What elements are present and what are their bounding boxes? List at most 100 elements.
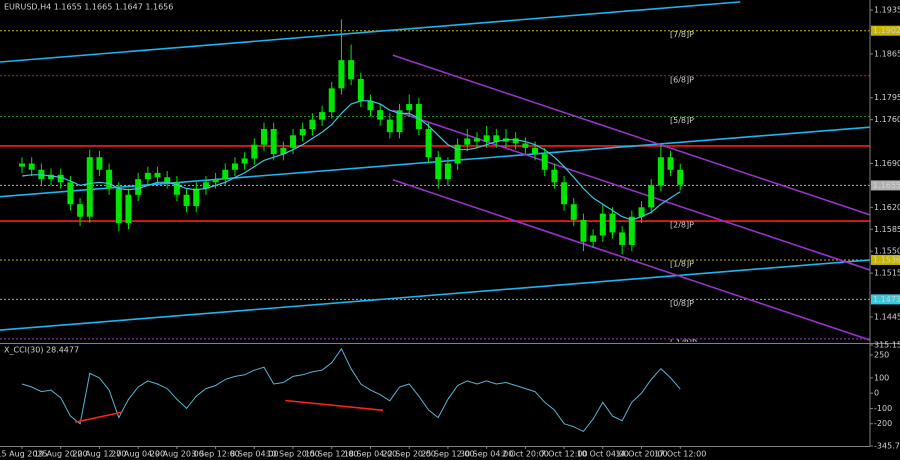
x-tick-label: 8 Sep 04:00 [230,450,278,459]
candle-body [28,163,35,170]
candle-body [67,182,74,205]
candle-body [135,179,142,195]
candle-body [193,188,200,207]
level-tag: [1/8]P [670,259,694,268]
level-tag: [-1/8]P [670,338,697,347]
y-tick-label: 1.1550 [874,247,900,256]
candle-body [396,110,403,133]
candle-body [406,103,413,111]
candle-body [222,169,229,180]
x-tick-label: 19 Aug 20:00 [34,450,88,459]
candle-body [454,144,461,164]
candle-body [241,158,248,164]
candle-body [280,147,287,155]
candle-body [328,88,335,113]
candle-body [154,172,161,178]
candle-body [435,157,442,180]
candle-body [309,119,316,130]
y-tick-label: -345.7545 [874,442,900,451]
x-tick-label: 25 Sep 12:00 [421,450,474,459]
price-panel: [7/8]P [6/8]P [5/8]P [2/8]P [1/8]P [0/8]P [-1/… [0,1,870,347]
candle-body [319,112,326,120]
candle-body [173,182,180,195]
y-tick-label: 1.1585 [874,225,900,234]
candle-body [425,129,432,158]
y-tick-label: 100 [874,373,889,382]
candle-body [386,119,393,133]
candle-body [261,129,267,145]
candle-body [415,103,422,130]
candle-body [648,185,655,208]
x-tick-label: 10 Sep 20:00 [266,450,319,459]
moving-average [21,100,681,221]
y-tick-label: 1.1935 [874,6,900,15]
candle-body [96,157,103,170]
x-tick-label: 3 Sep 12:00 [191,450,239,459]
x-tick-label: 15 Sep 12:00 [305,450,358,459]
x-tick-label: 14 Oct 20:00 [615,450,667,459]
candle-body [377,110,384,120]
candle-body [512,138,519,144]
y-tick-label: 1.1620 [874,203,900,212]
cci-panel [21,347,681,433]
candle-body [619,232,626,245]
candle-body [657,157,664,186]
candle-body [299,129,306,136]
candle-body [599,213,606,236]
trend-line [285,399,384,412]
trend-line [75,411,122,423]
chart-title: EURUSD,H4 1.1655 1.1665 1.1647 1.1656 [4,3,173,12]
y-tick-label: 1.1795 [874,93,900,102]
level-price-box [871,254,900,265]
candle-body [551,169,558,183]
candle-body [483,135,490,142]
candle-body [144,172,151,180]
candle-body [580,219,587,242]
x-tick-label: 29 Aug 20:00 [150,450,204,459]
level-tag: [6/8]P [670,75,694,84]
indicator-title: X_CCI(30) 28.4477 [4,346,79,355]
x-tick-label: 27 Aug 04:00 [111,450,165,459]
trend-line [0,126,870,198]
candle-body [522,143,529,148]
y-tick-label: 1.1445 [874,312,900,321]
candle-body [609,213,616,233]
y-tick-label: 0 [874,389,879,398]
level-price-label: 1.1473 [873,295,900,304]
x-tick-label: 10 Oct 04:00 [577,450,629,459]
candle-body [338,60,345,89]
candle-body [57,174,64,183]
level-price-box [871,294,900,305]
x-tick-label: 2 Oct 20:00 [502,450,549,459]
level-tag: [5/8]P [670,116,694,125]
candle-body [202,182,209,189]
trend-line [392,109,870,271]
candle-body [212,179,219,183]
candle-body [570,204,577,220]
y-tick-label: 1.1865 [874,49,900,58]
candle-body [290,135,297,148]
candle-body [164,177,171,183]
trend-line [0,1,741,63]
candle-body [106,169,113,189]
level-price-label: 1.1655 [873,181,900,190]
y-tick-label: 250 [874,350,889,359]
level-tag: [0/8]P [670,299,694,308]
y-tick-label: -100 [874,404,892,413]
level-tag: [2/8]P [670,221,694,230]
candle-body [444,163,451,180]
x-tick-label: 22 Aug 12:00 [72,450,126,459]
level-price-label: 1.1902 [873,26,900,35]
candle-body [628,216,635,245]
level-price-box [871,180,900,191]
candle-body [464,138,471,145]
level-price-label: 1.1536 [873,255,900,264]
x-tick-label: 30 Sep 04:00 [460,450,513,459]
candle-body [231,163,238,170]
trend-line [0,259,870,331]
candle-body [473,138,480,142]
y-tick-label: -200 [874,419,892,428]
candle-body [115,188,122,223]
